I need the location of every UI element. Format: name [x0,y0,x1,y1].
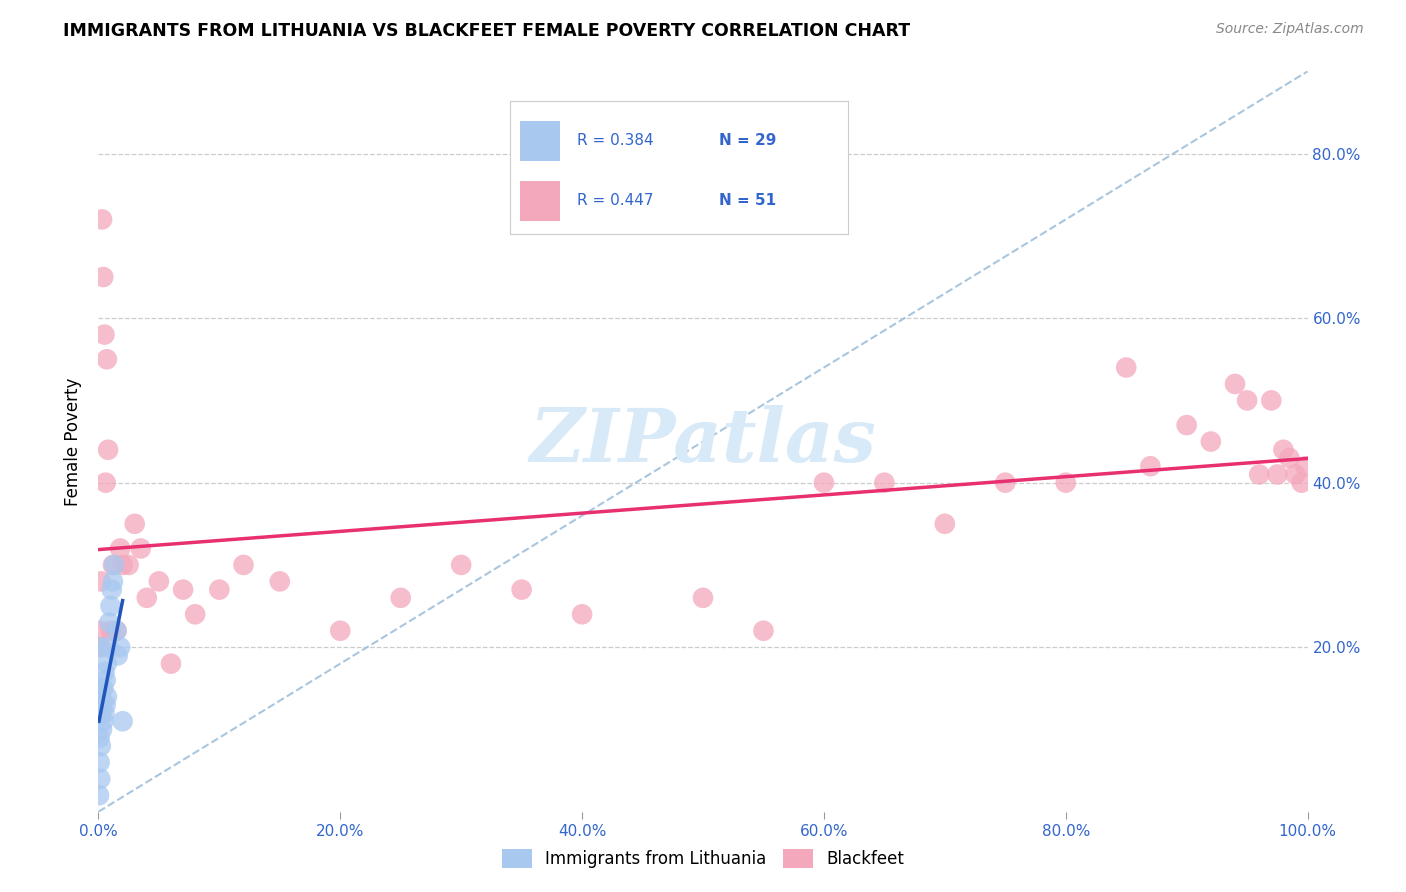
Point [111,714,134,729]
Point [124,516,146,531]
Point [90,739,112,753]
Point [91,681,114,696]
Point [89,772,111,786]
Point [89,640,111,655]
Point [1249,467,1271,482]
Point [135,591,157,605]
Point [107,648,129,663]
Point [1175,418,1198,433]
Point [90,640,112,655]
Point [93,706,115,720]
Point [91,270,114,285]
Point [148,574,170,589]
Point [118,558,141,572]
Point [101,574,124,589]
Point [94,698,117,712]
Point [692,591,714,605]
Point [1223,376,1246,391]
Point [1199,434,1222,449]
Point [91,723,114,737]
Y-axis label: Female Poverty: Female Poverty [65,377,83,506]
Point [97,640,120,655]
Point [89,731,111,745]
Point [1291,475,1313,490]
Point [91,714,114,729]
Point [1054,475,1077,490]
Point [100,624,122,638]
Point [208,582,231,597]
Point [89,624,111,638]
Point [90,690,112,704]
Point [1284,467,1306,482]
Point [91,212,114,227]
Point [1260,393,1282,408]
Point [98,615,121,630]
Text: ZIPatlas: ZIPatlas [530,405,876,478]
Point [1278,450,1301,465]
Point [1139,459,1161,474]
Point [108,541,131,556]
Point [1272,442,1295,457]
Point [90,574,112,589]
Point [510,582,533,597]
Point [813,475,835,490]
Legend: Immigrants from Lithuania, Blackfeet: Immigrants from Lithuania, Blackfeet [495,842,911,875]
Point [752,624,775,638]
Point [1115,360,1137,375]
Point [89,681,111,696]
Point [571,607,593,622]
Point [105,624,128,638]
Point [172,582,194,597]
Text: Source: ZipAtlas.com: Source: ZipAtlas.com [1216,22,1364,37]
Point [94,475,117,490]
Point [90,706,112,720]
Point [108,640,131,655]
Point [232,558,254,572]
Point [105,624,128,638]
Point [389,591,412,605]
Point [1236,393,1258,408]
Point [100,599,122,613]
Point [129,541,152,556]
Point [994,475,1017,490]
Point [103,558,125,572]
Point [269,574,291,589]
Point [100,582,122,597]
Point [1267,467,1289,482]
Text: IMMIGRANTS FROM LITHUANIA VS BLACKFEET FEMALE POVERTY CORRELATION CHART: IMMIGRANTS FROM LITHUANIA VS BLACKFEET F… [63,22,911,40]
Point [101,558,124,572]
Point [87,789,110,803]
Point [873,475,896,490]
Point [96,352,118,367]
Point [96,690,118,704]
Point [160,657,183,671]
Point [91,698,114,712]
Point [329,624,352,638]
Point [97,442,120,457]
Point [450,558,472,572]
Point [184,607,207,622]
Point [89,756,111,770]
Point [111,558,134,572]
Point [93,327,115,342]
Point [934,516,956,531]
Point [93,665,115,679]
Point [1294,459,1316,474]
Point [96,657,118,671]
Point [94,673,117,687]
